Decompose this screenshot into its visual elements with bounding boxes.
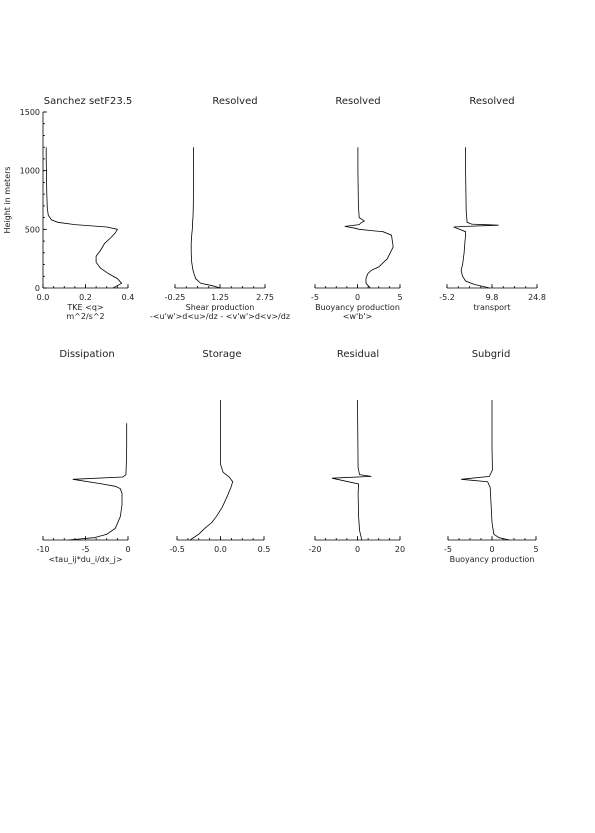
panel-title: Resolved xyxy=(335,96,380,107)
x-tick-label: 0.2 xyxy=(79,293,92,302)
panel-title: Residual xyxy=(337,349,379,360)
y-tick-label: 1000 xyxy=(20,167,40,176)
panel-title: Dissipation xyxy=(59,349,114,360)
x-tick-label: 20 xyxy=(395,545,405,554)
profile-line xyxy=(189,400,234,541)
panel-title: Resolved xyxy=(469,96,514,107)
x-tick-label: -0.25 xyxy=(165,293,186,302)
x-axis-label: Buoyancy production xyxy=(450,555,535,564)
x-tick-label: 2.75 xyxy=(256,293,274,302)
x-axis-label: Buoyancy production xyxy=(315,303,400,312)
x-tick-label: 0 xyxy=(355,293,360,302)
profile-line xyxy=(331,399,372,541)
profile-line xyxy=(45,147,123,289)
x-tick-label: 0 xyxy=(125,545,130,554)
panel-title: Storage xyxy=(202,349,241,360)
profile-line xyxy=(190,147,221,289)
y-tick-label: 0 xyxy=(35,284,40,293)
x-tick-label: -10 xyxy=(36,545,49,554)
x-axis-label: -<u'w'>d<u>/dz - <v'w'>d<v>/dz xyxy=(150,312,290,321)
x-tick-label: 24.8 xyxy=(528,293,546,302)
x-tick-label: 1.25 xyxy=(211,293,229,302)
y-axis-label: Height in meters xyxy=(3,166,12,233)
profile-line xyxy=(453,147,499,289)
x-tick-label: -5 xyxy=(82,545,90,554)
x-tick-label: 0.4 xyxy=(122,293,135,302)
x-tick-label: -5 xyxy=(444,545,452,554)
x-axis-label: TKE <q> xyxy=(66,303,103,312)
x-tick-label: -5.2 xyxy=(439,293,455,302)
x-tick-label: 5 xyxy=(533,545,538,554)
x-tick-label: -20 xyxy=(308,545,321,554)
x-tick-label: -5 xyxy=(311,293,319,302)
x-axis-label: transport xyxy=(474,303,511,312)
x-axis-label: m^2/s^2 xyxy=(66,312,104,321)
panel-title: Subgrid xyxy=(472,349,511,360)
x-axis-label: Shear production xyxy=(186,303,255,312)
panel-title: Resolved xyxy=(212,96,257,107)
profile-line xyxy=(461,400,510,541)
y-tick-label: 500 xyxy=(25,225,40,234)
x-tick-label: 9.8 xyxy=(486,293,499,302)
x-tick-label: 0.0 xyxy=(214,545,227,554)
profile-line xyxy=(68,423,128,541)
x-tick-label: 0.0 xyxy=(37,293,50,302)
x-tick-label: 0.5 xyxy=(258,545,271,554)
x-tick-label: 0 xyxy=(489,545,494,554)
x-tick-label: -0.5 xyxy=(169,545,185,554)
x-axis-label: <tau_ij*du_i/dx_j> xyxy=(48,555,122,564)
x-axis-label: <w'b'> xyxy=(343,312,372,321)
x-tick-label: 5 xyxy=(397,293,402,302)
y-tick-label: 1500 xyxy=(20,108,40,117)
profile-line xyxy=(344,147,394,289)
panel-title: Sanchez setF23.5 xyxy=(44,96,133,107)
x-tick-label: 0 xyxy=(355,545,360,554)
